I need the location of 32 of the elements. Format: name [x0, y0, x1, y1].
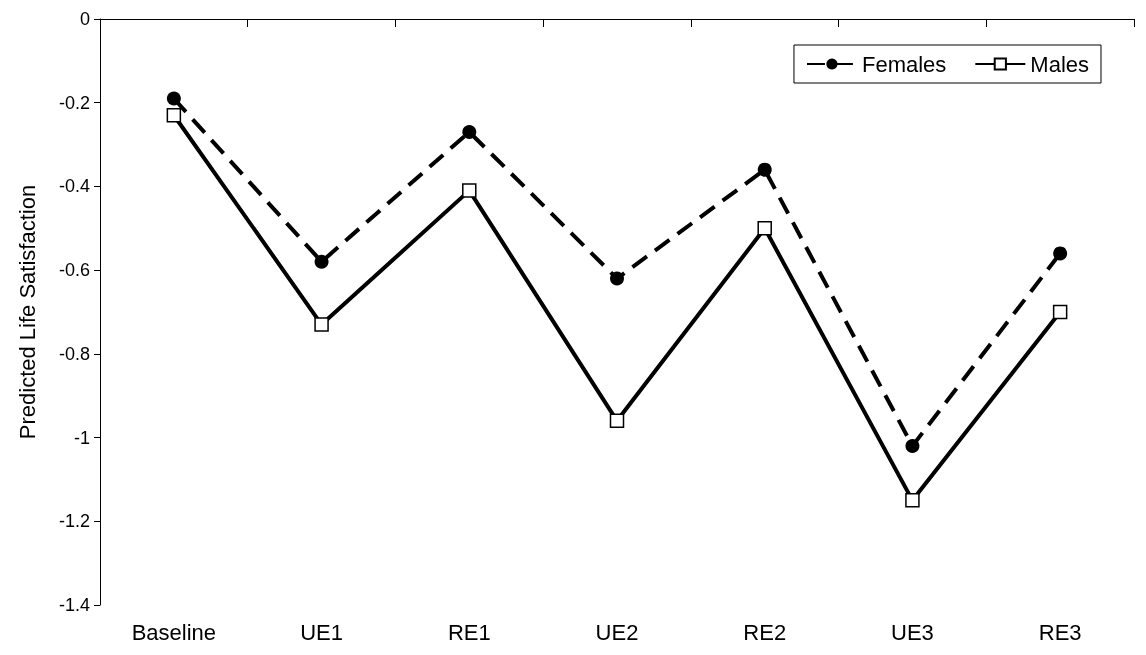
x-tick-label: RE1 [447, 619, 491, 645]
y-tick-label: -0.8 [58, 343, 90, 364]
x-tick-label: RE3 [1038, 619, 1082, 645]
y-tick-label: -0.6 [58, 260, 90, 281]
y-tick-label: -0.4 [58, 176, 90, 197]
legend-label: Males [1030, 51, 1089, 77]
point [462, 183, 477, 198]
point [757, 221, 772, 236]
point [905, 493, 920, 508]
y-tick-label: 0 [79, 9, 90, 29]
y-tick-label: -1 [73, 427, 90, 448]
x-tick-label: UE1 [300, 619, 343, 645]
point [1053, 246, 1068, 261]
y-tick-label: -1.2 [58, 511, 90, 532]
point [757, 162, 772, 177]
point [314, 254, 329, 269]
point [166, 91, 181, 106]
point [609, 413, 625, 429]
point [610, 271, 624, 286]
y-tick-label: -0.2 [58, 92, 90, 113]
y-tick-label: -1.4 [58, 595, 90, 615]
point [905, 438, 920, 453]
point [1052, 304, 1068, 320]
x-tick-label: UE2 [595, 619, 639, 645]
x-tick-label: Baseline [131, 619, 217, 645]
point [462, 125, 477, 140]
x-tick-label: RE2 [743, 619, 787, 645]
legend-label: Females [861, 51, 947, 77]
point [314, 317, 329, 332]
x-tick-label: UE3 [891, 619, 934, 645]
point [166, 108, 182, 123]
y-axis-title: Predicted Life Satisfaction [14, 184, 40, 440]
